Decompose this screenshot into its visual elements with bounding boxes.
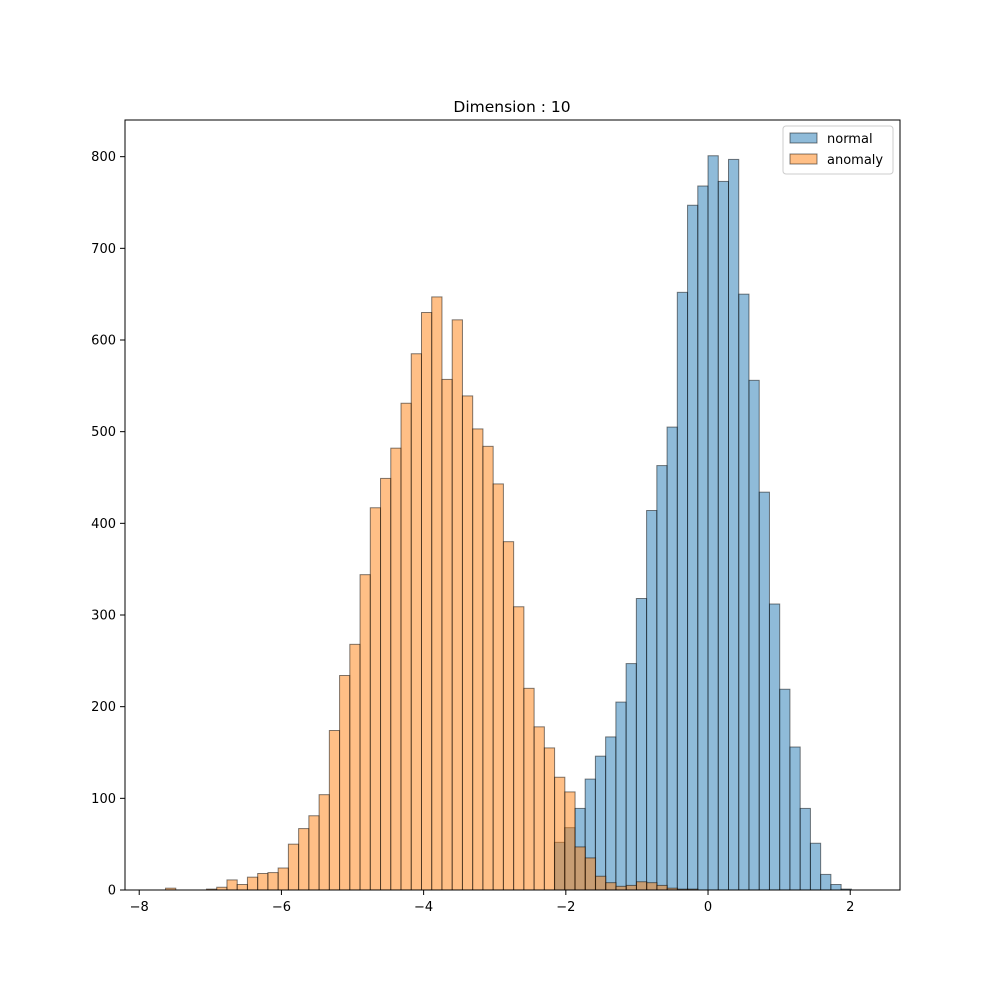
y-axis: 0 100 200 300 400 500 600 700 800 xyxy=(91,150,125,899)
anomaly-bar xyxy=(595,875,607,891)
x-tick-label: −8 xyxy=(130,900,149,915)
anomaly-bar xyxy=(636,881,648,891)
anomaly-bar xyxy=(226,879,238,891)
anomaly-bar xyxy=(605,882,617,891)
y-tick-label: 700 xyxy=(91,242,116,257)
plot-frame xyxy=(124,119,901,891)
anomaly-bar xyxy=(380,477,392,891)
normal-bar xyxy=(687,204,699,891)
anomaly-bar xyxy=(328,730,341,891)
anomaly-bar xyxy=(287,843,300,891)
anomaly-bar xyxy=(431,296,443,891)
x-tick-label: −2 xyxy=(556,900,575,915)
anomaly-bar xyxy=(339,675,351,891)
normal-bar xyxy=(615,701,627,891)
x-axis: −8 −6 −4 −2 0 2 xyxy=(130,890,854,915)
normal-bar xyxy=(758,491,770,891)
normal-bar xyxy=(605,736,617,891)
chart-title: Dimension : 10 xyxy=(453,98,570,116)
anomaly-bar xyxy=(625,884,638,891)
y-tick-label: 200 xyxy=(91,700,116,715)
normal-bar xyxy=(625,663,637,891)
normal-bar xyxy=(738,293,750,891)
normal-bar xyxy=(820,873,832,891)
x-tick-label: 2 xyxy=(846,900,854,915)
normal-bar xyxy=(799,807,811,891)
normal-bar xyxy=(697,185,709,891)
anomaly-bar xyxy=(451,319,463,891)
anomaly-bar xyxy=(492,483,504,891)
anomaly-bar xyxy=(420,312,433,891)
normal-bar xyxy=(646,510,658,891)
normal-bar xyxy=(830,884,842,891)
anomaly-bar xyxy=(646,882,658,891)
normal-bar xyxy=(748,379,760,891)
anomaly-bar xyxy=(267,872,279,891)
normal-bar xyxy=(666,426,678,891)
anomaly-bar xyxy=(410,353,422,891)
legend: normal anomaly xyxy=(782,125,894,175)
normal-bar xyxy=(717,180,730,891)
legend-label-anomaly: anomaly xyxy=(827,153,883,168)
normal-bar xyxy=(779,688,791,891)
y-tick-label: 500 xyxy=(91,425,116,440)
anomaly-bar xyxy=(543,747,556,891)
normal-bar xyxy=(768,603,781,891)
y-tick-label: 800 xyxy=(91,150,116,165)
x-tick-label: 0 xyxy=(704,900,712,915)
x-tick-label: −6 xyxy=(272,900,291,915)
anomaly-bar xyxy=(523,687,535,891)
y-tick-label: 100 xyxy=(91,792,116,807)
x-tick-label: −4 xyxy=(414,900,433,915)
anomaly-bar xyxy=(564,791,576,891)
anomaly-bar xyxy=(502,541,515,891)
y-tick-label: 600 xyxy=(91,334,116,349)
anomaly-bar xyxy=(461,395,474,891)
series-anomaly xyxy=(165,296,699,891)
anomaly-bar xyxy=(359,574,371,891)
anomaly-bar xyxy=(533,726,545,891)
anomaly-bar xyxy=(441,378,453,891)
legend-swatch-normal xyxy=(789,132,818,144)
anomaly-bar xyxy=(349,643,361,891)
normal-bar xyxy=(676,291,689,891)
anomaly-bar xyxy=(513,606,525,891)
normal-bar xyxy=(707,155,719,891)
anomaly-bar xyxy=(400,402,412,891)
anomaly-bar xyxy=(369,507,382,891)
y-tick-label: 400 xyxy=(91,517,116,532)
anomaly-bar xyxy=(656,884,668,891)
normal-bar xyxy=(635,598,648,891)
anomaly-bar xyxy=(574,846,586,891)
y-tick-label: 0 xyxy=(108,884,116,899)
anomaly-bar xyxy=(584,857,597,891)
anomaly-bar xyxy=(257,873,269,891)
normal-bar xyxy=(789,746,801,891)
anomaly-bar xyxy=(277,867,289,891)
legend-swatch-anomaly xyxy=(789,153,818,165)
anomaly-bar xyxy=(472,428,484,891)
anomaly-bar xyxy=(482,445,494,891)
anomaly-bar xyxy=(615,885,627,891)
anomaly-bar xyxy=(308,815,320,891)
anomaly-bar xyxy=(246,876,259,891)
normal-bar xyxy=(656,465,668,891)
anomaly-bar xyxy=(390,447,402,891)
normal-bar xyxy=(594,755,607,891)
anomaly-bar xyxy=(236,884,248,891)
normal-bar xyxy=(809,842,822,891)
normal-bar xyxy=(728,158,740,891)
anomaly-bar xyxy=(318,794,330,891)
anomaly-bar xyxy=(554,776,566,891)
y-tick-label: 300 xyxy=(91,609,116,624)
anomaly-bar xyxy=(298,828,310,891)
legend-label-normal: normal xyxy=(827,132,873,147)
